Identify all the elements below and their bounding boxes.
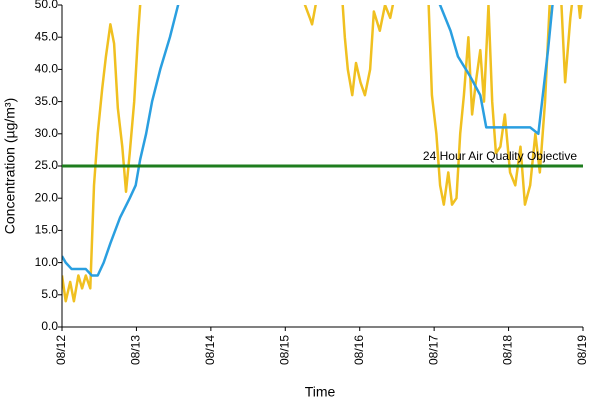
y-tick-label: 30.0 [35,126,59,140]
x-tick-label: 08/12 [54,335,68,365]
y-tick-label: 45.0 [35,29,59,43]
x-tick-label: 08/15 [277,335,291,365]
y-tick-label: 10.0 [35,255,59,269]
x-tick-label: 08/17 [426,335,440,365]
data-line [62,5,583,303]
x-tick-label: 08/13 [129,335,143,365]
y-tick-label: 5.0 [41,287,58,301]
x-tick-label: 08/18 [501,335,515,365]
y-axis-title: Concentration (µg/m³) [2,98,18,234]
y-tick-label: 40.0 [35,62,59,76]
y-tick-label: 20.0 [35,190,59,204]
x-tick-label: 08/16 [352,335,366,365]
data-line [62,5,554,277]
reference-label: 24 Hour Air Quality Objective [423,149,577,163]
y-tick-label: 0.0 [41,319,58,333]
y-tick-label: 50.0 [35,0,59,11]
y-tick-label: 35.0 [35,94,59,108]
plot-area [62,5,583,303]
x-tick-label: 08/14 [203,335,217,365]
y-tick-label: 25.0 [35,158,59,172]
x-tick-label: 08/19 [575,335,589,365]
x-axis-title: Time [305,384,336,400]
y-tick-label: 15.0 [35,223,59,237]
